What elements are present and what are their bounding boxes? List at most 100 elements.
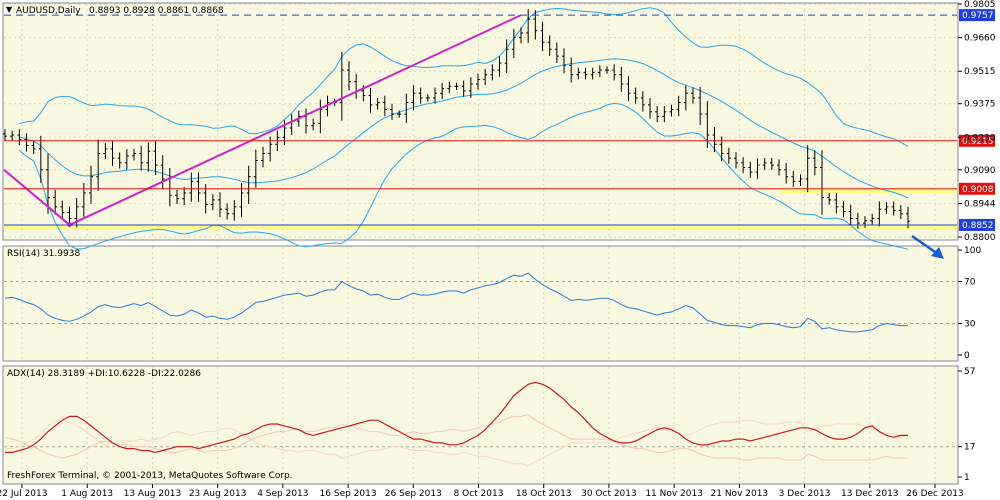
level-label-bg	[959, 182, 995, 195]
candle	[554, 42, 559, 63]
level-label: 0.9215	[962, 137, 994, 147]
candle	[153, 141, 158, 176]
candle	[777, 159, 781, 176]
trendline-down	[3, 169, 71, 226]
candle	[189, 172, 194, 202]
candle	[110, 141, 115, 166]
resistance-zone	[780, 188, 957, 193]
candle	[440, 82, 445, 99]
adx-title: ADX(14) 28.3189 +DI:10.6228 -DI:22.0286	[7, 369, 201, 379]
candle	[855, 212, 860, 229]
rsi-tick-label: 30	[964, 320, 976, 330]
candle	[504, 39, 509, 74]
candle	[425, 94, 430, 102]
candle	[705, 101, 710, 149]
candle	[497, 56, 502, 77]
candle	[784, 162, 789, 184]
candle	[848, 204, 853, 226]
candle	[132, 148, 136, 161]
candle	[318, 99, 323, 134]
level-label: 0.8852	[962, 221, 994, 231]
candle	[490, 64, 495, 81]
horizontal-levels: 0.9757 0.9215 0.9008 0.8852	[4, 9, 995, 231]
candle	[612, 64, 617, 81]
candle	[397, 110, 402, 118]
candle	[253, 149, 258, 188]
candle	[726, 147, 731, 164]
adx-series	[4, 381, 909, 467]
rsi-series	[4, 272, 908, 333]
adx-series-ADX	[5, 381, 908, 454]
candle	[476, 73, 480, 90]
candle	[67, 206, 72, 225]
candle	[433, 87, 437, 104]
rsi-title: RSI(14) 31.9938	[7, 249, 80, 259]
candle	[698, 86, 703, 126]
candle	[3, 129, 7, 141]
candle	[762, 158, 767, 170]
candle	[24, 133, 29, 152]
candle	[375, 97, 380, 110]
x-tick-label: 16 Sep 2013	[320, 489, 377, 499]
x-tick-label: 23 Aug 2013	[189, 489, 247, 499]
candle	[124, 149, 129, 170]
main-title: AUDUSD,Daily	[16, 6, 81, 16]
candle	[447, 81, 452, 94]
candle	[38, 135, 43, 183]
candle	[547, 35, 552, 56]
main-panel[interactable]	[2, 2, 959, 241]
candle	[96, 139, 101, 191]
candle	[597, 65, 602, 78]
candle	[834, 193, 839, 214]
candle	[368, 87, 373, 113]
candle	[741, 157, 746, 174]
price-tick-label: 0.9515	[964, 67, 996, 77]
candle	[46, 153, 50, 214]
candle	[404, 93, 409, 123]
rsi-panel[interactable]	[2, 245, 959, 362]
x-tick-label: 4 Sep 2013	[257, 489, 308, 499]
candle	[748, 161, 753, 178]
candle	[232, 200, 237, 221]
candle	[870, 213, 875, 226]
price-zones	[4, 188, 957, 229]
price-tick-label: 0.9660	[964, 34, 996, 44]
candle	[884, 202, 889, 214]
candle	[734, 152, 738, 169]
candle	[841, 201, 846, 218]
main-ohlc: 0.8893 0.8928 0.8861 0.8868	[89, 6, 224, 16]
forecast-arrow-icon	[911, 234, 944, 259]
candle	[89, 165, 93, 204]
candle	[633, 87, 638, 104]
candle	[225, 203, 230, 220]
candle	[755, 158, 760, 179]
x-tick-label: 1 Aug 2013	[61, 489, 113, 499]
candle	[662, 106, 667, 123]
candle	[160, 155, 165, 189]
x-tick-label: 26 Dec 2013	[906, 489, 964, 499]
candle	[891, 201, 896, 216]
x-tick-label: 30 Oct 2013	[581, 489, 637, 499]
candle	[676, 95, 681, 117]
candle	[648, 98, 652, 119]
candle	[626, 76, 631, 102]
candle	[519, 27, 523, 44]
candle	[712, 127, 717, 153]
candle	[117, 152, 122, 169]
candle	[175, 190, 179, 204]
x-tick-label: 18 Oct 2013	[516, 489, 572, 499]
candle	[10, 130, 15, 141]
x-tick-label: 3 Dec 2013	[779, 489, 831, 499]
x-tick-label: 8 Oct 2013	[454, 489, 504, 499]
candle	[827, 192, 832, 205]
adx-panel[interactable]	[2, 365, 959, 485]
candle	[898, 205, 903, 220]
candle	[511, 28, 516, 59]
level-label-bg	[959, 218, 995, 231]
candle	[339, 51, 344, 121]
candle	[454, 82, 459, 90]
adx-series-+DI	[4, 413, 908, 461]
candle	[468, 77, 473, 98]
